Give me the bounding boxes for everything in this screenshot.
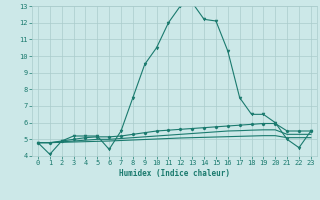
X-axis label: Humidex (Indice chaleur): Humidex (Indice chaleur) <box>119 169 230 178</box>
